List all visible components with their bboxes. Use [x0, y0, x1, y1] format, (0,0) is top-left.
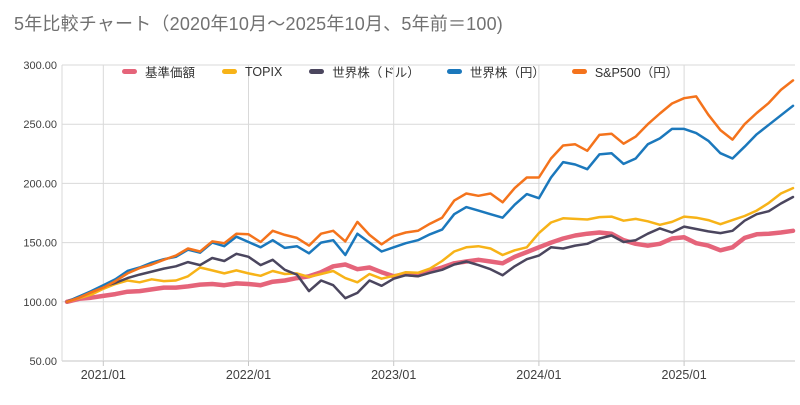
x-tick-label: 2024/01 — [516, 368, 561, 382]
legend-swatch-global-stocks-jpy — [446, 69, 462, 74]
series-line-sp500-jpy — [65, 79, 795, 304]
x-tick-label: 2021/01 — [81, 368, 126, 382]
legend-item-fund-price: 基準価額 — [122, 62, 195, 81]
y-tick-label: 100.00 — [23, 297, 57, 309]
series-line-fund-price — [64, 228, 796, 305]
y-tick-label: 200.00 — [23, 178, 57, 190]
legend-label: 世界株（ドル） — [332, 66, 420, 80]
y-tick-label: 250.00 — [23, 119, 57, 131]
x-tick-label: 2023/01 — [371, 368, 416, 382]
chart-title: 5年比較チャート（2020年10月～2025年10月、5年前＝100) — [14, 14, 503, 34]
legend-label: TOPIX — [245, 64, 283, 79]
legend-swatch-topix — [222, 69, 238, 74]
y-tick-label: 50.00 — [29, 356, 57, 368]
legend-item-topix: TOPIX — [222, 65, 282, 79]
legend-swatch-fund-price — [122, 69, 137, 74]
legend-item-sp500-jpy: S&P500（円） — [571, 62, 679, 81]
legend-label: 世界株（円） — [469, 66, 545, 80]
legend: 基準価額 TOPIX 世界株（ドル） 世界株（円） S&P500（円） — [122, 62, 678, 81]
legend-label: S&P500（円） — [594, 66, 679, 80]
legend-item-global-stocks-jpy: 世界株（円） — [446, 62, 545, 81]
series-line-topix — [65, 186, 795, 304]
y-tick-label: 300.00 — [23, 60, 57, 72]
legend-swatch-global-stocks-usd — [309, 69, 325, 74]
x-tick-label: 2025/01 — [662, 368, 707, 382]
series-line-global-stocks-usd — [65, 195, 795, 304]
y-tick-label: 150.00 — [23, 238, 57, 250]
legend-swatch-sp500-jpy — [571, 69, 587, 74]
x-tick-label: 2022/01 — [226, 368, 271, 382]
legend-label: 基準価額 — [145, 66, 196, 80]
legend-item-global-stocks-usd: 世界株（ドル） — [309, 62, 420, 81]
